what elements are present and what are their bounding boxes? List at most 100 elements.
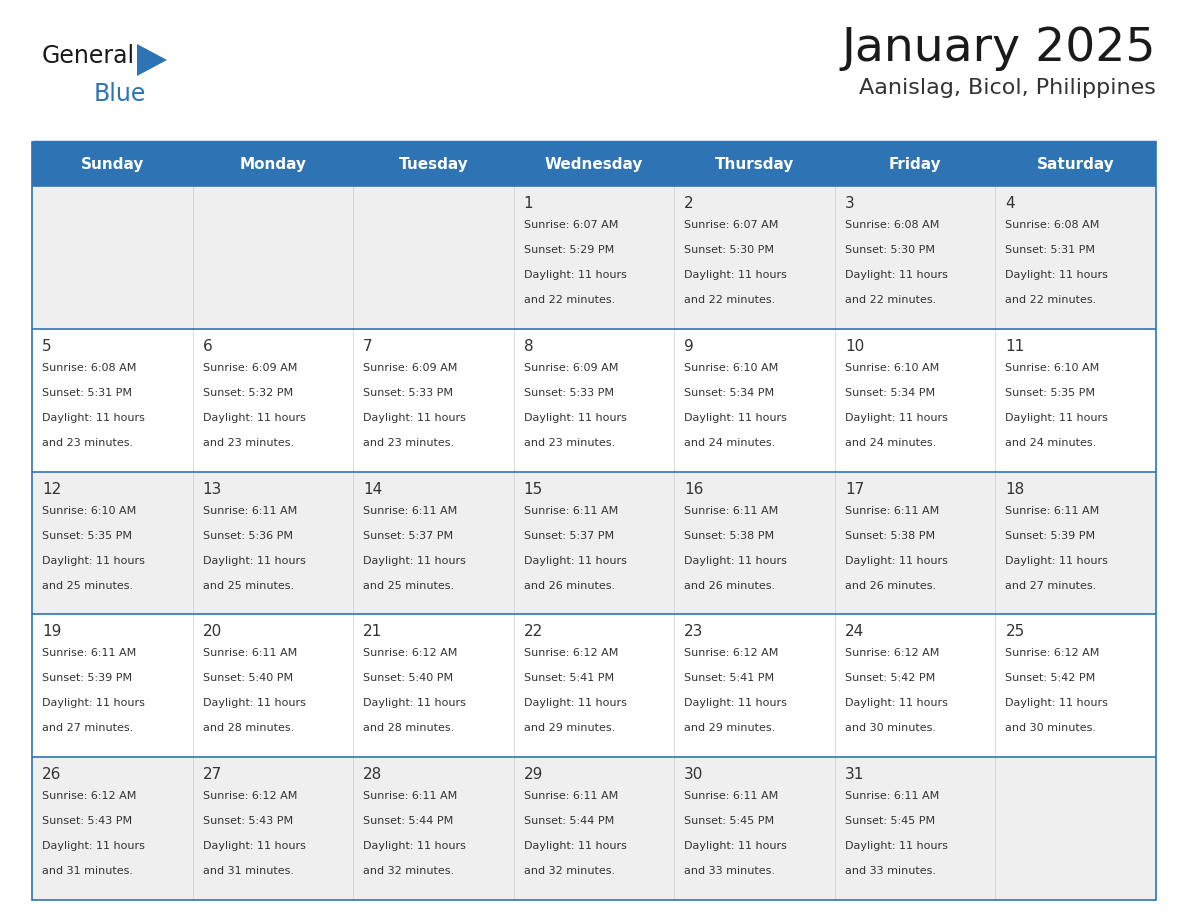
- Text: Sunrise: 6:12 AM: Sunrise: 6:12 AM: [42, 791, 137, 801]
- Text: Sunset: 5:43 PM: Sunset: 5:43 PM: [203, 816, 292, 826]
- Text: and 29 minutes.: and 29 minutes.: [524, 723, 615, 733]
- Text: Daylight: 11 hours: Daylight: 11 hours: [524, 270, 626, 280]
- Text: Sunrise: 6:12 AM: Sunrise: 6:12 AM: [203, 791, 297, 801]
- Text: Sunrise: 6:09 AM: Sunrise: 6:09 AM: [203, 363, 297, 373]
- Text: Daylight: 11 hours: Daylight: 11 hours: [203, 699, 305, 709]
- Text: Sunrise: 6:11 AM: Sunrise: 6:11 AM: [845, 506, 939, 516]
- Text: and 26 minutes.: and 26 minutes.: [684, 580, 776, 590]
- Text: Daylight: 11 hours: Daylight: 11 hours: [684, 270, 788, 280]
- Text: Saturday: Saturday: [1037, 156, 1114, 172]
- Text: 17: 17: [845, 482, 864, 497]
- Bar: [32, 614, 1156, 757]
- Text: and 29 minutes.: and 29 minutes.: [684, 723, 776, 733]
- Text: Daylight: 11 hours: Daylight: 11 hours: [42, 413, 145, 423]
- Text: 22: 22: [524, 624, 543, 640]
- Polygon shape: [137, 44, 168, 76]
- Text: 6: 6: [203, 339, 213, 353]
- Text: Daylight: 11 hours: Daylight: 11 hours: [203, 413, 305, 423]
- Text: Sunrise: 6:11 AM: Sunrise: 6:11 AM: [524, 791, 618, 801]
- Text: Sunset: 5:35 PM: Sunset: 5:35 PM: [1005, 387, 1095, 397]
- Text: Daylight: 11 hours: Daylight: 11 hours: [42, 699, 145, 709]
- Text: Sunrise: 6:08 AM: Sunrise: 6:08 AM: [1005, 220, 1100, 230]
- Text: Sunrise: 6:11 AM: Sunrise: 6:11 AM: [524, 506, 618, 516]
- Text: Daylight: 11 hours: Daylight: 11 hours: [684, 699, 788, 709]
- Text: Daylight: 11 hours: Daylight: 11 hours: [684, 555, 788, 565]
- Text: 23: 23: [684, 624, 703, 640]
- Bar: [32, 329, 1156, 472]
- Text: Sunset: 5:42 PM: Sunset: 5:42 PM: [845, 674, 935, 683]
- Text: and 33 minutes.: and 33 minutes.: [845, 867, 936, 876]
- Text: Monday: Monday: [239, 156, 307, 172]
- Text: 8: 8: [524, 339, 533, 353]
- Text: Sunset: 5:40 PM: Sunset: 5:40 PM: [364, 674, 454, 683]
- Text: and 22 minutes.: and 22 minutes.: [1005, 295, 1097, 305]
- Text: Sunrise: 6:12 AM: Sunrise: 6:12 AM: [845, 648, 940, 658]
- Text: Sunrise: 6:10 AM: Sunrise: 6:10 AM: [845, 363, 939, 373]
- Text: 10: 10: [845, 339, 864, 353]
- Text: Sunrise: 6:10 AM: Sunrise: 6:10 AM: [42, 506, 137, 516]
- Text: Sunset: 5:39 PM: Sunset: 5:39 PM: [42, 674, 132, 683]
- Text: 28: 28: [364, 767, 383, 782]
- Text: 16: 16: [684, 482, 703, 497]
- Text: Thursday: Thursday: [715, 156, 795, 172]
- Text: Daylight: 11 hours: Daylight: 11 hours: [364, 699, 466, 709]
- Text: Sunrise: 6:10 AM: Sunrise: 6:10 AM: [684, 363, 778, 373]
- Text: Sunrise: 6:11 AM: Sunrise: 6:11 AM: [364, 791, 457, 801]
- Text: Daylight: 11 hours: Daylight: 11 hours: [845, 699, 948, 709]
- Text: Sunset: 5:41 PM: Sunset: 5:41 PM: [684, 674, 775, 683]
- Text: Sunset: 5:38 PM: Sunset: 5:38 PM: [845, 531, 935, 541]
- Text: 20: 20: [203, 624, 222, 640]
- Text: Sunrise: 6:12 AM: Sunrise: 6:12 AM: [684, 648, 778, 658]
- Text: Daylight: 11 hours: Daylight: 11 hours: [1005, 270, 1108, 280]
- Bar: [32, 186, 1156, 329]
- Text: 29: 29: [524, 767, 543, 782]
- Text: Sunrise: 6:10 AM: Sunrise: 6:10 AM: [1005, 363, 1100, 373]
- Text: 24: 24: [845, 624, 864, 640]
- Bar: [32, 757, 1156, 900]
- Text: 15: 15: [524, 482, 543, 497]
- Text: Daylight: 11 hours: Daylight: 11 hours: [1005, 413, 1108, 423]
- Text: Sunset: 5:35 PM: Sunset: 5:35 PM: [42, 531, 132, 541]
- Text: Wednesday: Wednesday: [545, 156, 643, 172]
- Text: 13: 13: [203, 482, 222, 497]
- Text: Friday: Friday: [889, 156, 941, 172]
- Text: Sunrise: 6:11 AM: Sunrise: 6:11 AM: [1005, 506, 1100, 516]
- Text: Sunset: 5:34 PM: Sunset: 5:34 PM: [845, 387, 935, 397]
- Bar: [32, 142, 1156, 186]
- Text: Daylight: 11 hours: Daylight: 11 hours: [364, 555, 466, 565]
- Text: Sunset: 5:45 PM: Sunset: 5:45 PM: [845, 816, 935, 826]
- Text: Daylight: 11 hours: Daylight: 11 hours: [524, 555, 626, 565]
- Text: Sunset: 5:38 PM: Sunset: 5:38 PM: [684, 531, 775, 541]
- Text: Sunrise: 6:09 AM: Sunrise: 6:09 AM: [364, 363, 457, 373]
- Text: 26: 26: [42, 767, 62, 782]
- Text: and 24 minutes.: and 24 minutes.: [684, 438, 776, 448]
- Text: Sunset: 5:30 PM: Sunset: 5:30 PM: [684, 245, 775, 255]
- Text: 25: 25: [1005, 624, 1025, 640]
- Text: Tuesday: Tuesday: [398, 156, 468, 172]
- Text: and 31 minutes.: and 31 minutes.: [203, 867, 293, 876]
- Text: Sunset: 5:32 PM: Sunset: 5:32 PM: [203, 387, 292, 397]
- Bar: [32, 472, 1156, 614]
- Text: and 26 minutes.: and 26 minutes.: [524, 580, 615, 590]
- Text: Sunset: 5:45 PM: Sunset: 5:45 PM: [684, 816, 775, 826]
- Text: Sunrise: 6:11 AM: Sunrise: 6:11 AM: [684, 791, 778, 801]
- Text: Daylight: 11 hours: Daylight: 11 hours: [203, 841, 305, 851]
- Text: Daylight: 11 hours: Daylight: 11 hours: [42, 841, 145, 851]
- Text: and 28 minutes.: and 28 minutes.: [364, 723, 454, 733]
- Text: Sunrise: 6:07 AM: Sunrise: 6:07 AM: [524, 220, 618, 230]
- Text: 12: 12: [42, 482, 62, 497]
- Text: Daylight: 11 hours: Daylight: 11 hours: [845, 841, 948, 851]
- Text: and 23 minutes.: and 23 minutes.: [203, 438, 293, 448]
- Text: and 25 minutes.: and 25 minutes.: [42, 580, 133, 590]
- Text: Daylight: 11 hours: Daylight: 11 hours: [42, 555, 145, 565]
- Text: Blue: Blue: [94, 82, 146, 106]
- Text: and 32 minutes.: and 32 minutes.: [364, 867, 454, 876]
- Text: Daylight: 11 hours: Daylight: 11 hours: [524, 841, 626, 851]
- Text: Sunrise: 6:07 AM: Sunrise: 6:07 AM: [684, 220, 778, 230]
- Text: Sunset: 5:37 PM: Sunset: 5:37 PM: [524, 531, 614, 541]
- Text: and 32 minutes.: and 32 minutes.: [524, 867, 615, 876]
- Text: 4: 4: [1005, 196, 1015, 211]
- Text: Sunset: 5:31 PM: Sunset: 5:31 PM: [1005, 245, 1095, 255]
- Text: 18: 18: [1005, 482, 1025, 497]
- Text: and 30 minutes.: and 30 minutes.: [1005, 723, 1097, 733]
